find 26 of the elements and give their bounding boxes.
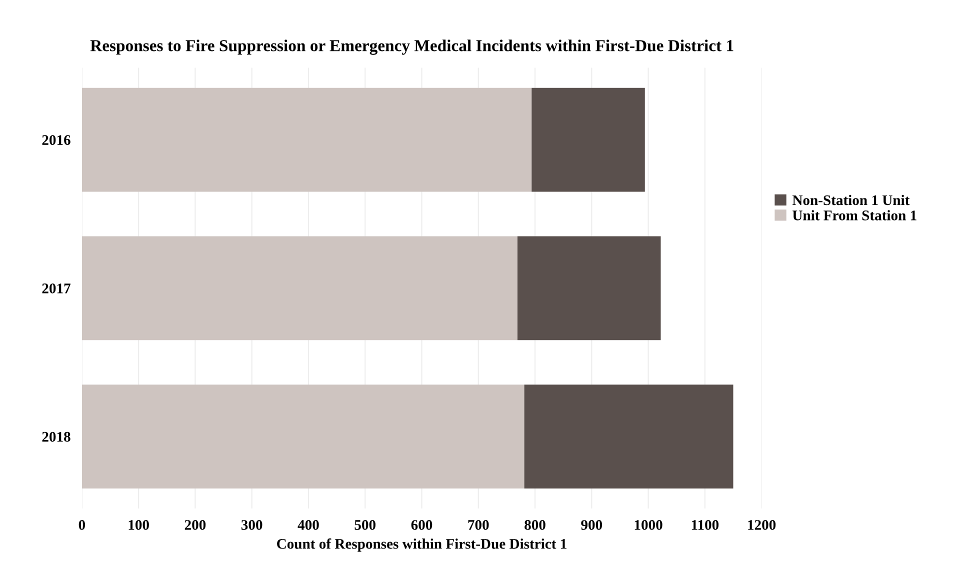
x-tick-label: 800: [524, 520, 546, 530]
x-tick-label: 300: [241, 520, 262, 530]
x-tick-label: 700: [468, 520, 489, 530]
x-tick-label: 100: [128, 520, 149, 530]
x-tick-label: 900: [581, 520, 602, 530]
y-tick-label: 2018: [42, 432, 70, 442]
x-tick-label: 400: [298, 520, 319, 530]
x-tick-label: 500: [354, 520, 376, 530]
chart-title: Responses to Fire Suppression or Emergency Medical Incidents within First-Due District 1: [90, 40, 734, 55]
x-tick-label: 1100: [692, 520, 719, 530]
bar: [82, 236, 518, 340]
legend-label: Non-Station 1 Unit: [792, 194, 910, 206]
x-tick-label: 200: [184, 520, 206, 530]
x-tick-label: 1200: [748, 520, 776, 530]
bar: [82, 384, 524, 488]
x-axis-title: Count of Responses within First-Due District 1: [277, 538, 566, 552]
bar: [517, 236, 661, 340]
y-tick-label: 2016: [42, 135, 70, 145]
bar: [532, 88, 645, 192]
x-tick-label: 600: [411, 520, 432, 530]
bar: [82, 88, 532, 192]
legend-label: Unit From Station 1: [792, 210, 916, 220]
y-tick-label: 2017: [42, 284, 70, 294]
bar: [524, 384, 734, 488]
x-tick-label: 1000: [634, 520, 662, 530]
x-tick-label: 0: [78, 520, 86, 530]
